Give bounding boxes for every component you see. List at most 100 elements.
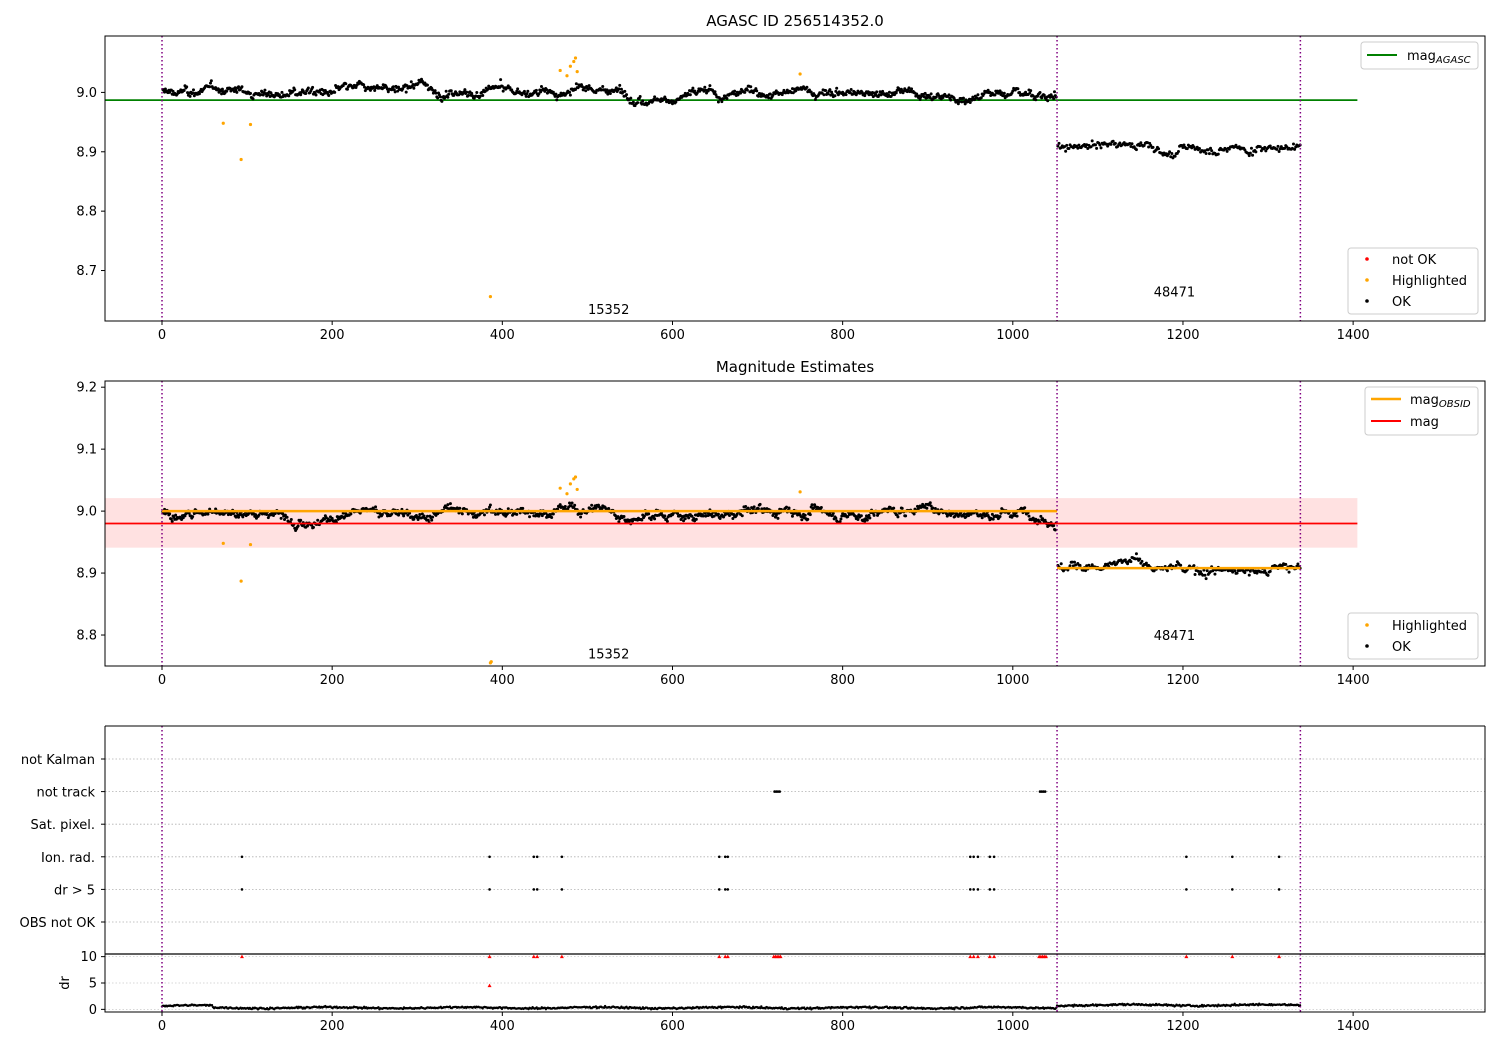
ok-point xyxy=(1170,151,1174,155)
ok-point xyxy=(568,90,572,94)
ok-point xyxy=(881,89,885,93)
panel3-dr-x-tick-label: 1400 xyxy=(1337,1019,1370,1034)
ok-point xyxy=(418,512,422,516)
ok-point xyxy=(665,517,669,521)
panel1-legend-lines: magAGASC xyxy=(1360,41,1479,70)
ok-point xyxy=(436,96,440,100)
ok-point xyxy=(1029,89,1033,93)
ok-point xyxy=(587,84,591,88)
ok-point xyxy=(380,512,384,516)
panel2-x-tick-label: 1400 xyxy=(1337,673,1370,688)
ok-point xyxy=(206,512,210,516)
ok-point xyxy=(373,89,377,93)
ok-point xyxy=(524,94,528,98)
highlighted-point xyxy=(558,68,562,73)
ok-point xyxy=(1018,91,1022,95)
panel3-dr-x-tick-label: 200 xyxy=(320,1019,345,1034)
ok-point xyxy=(220,87,224,91)
ok-point xyxy=(754,87,758,91)
ok-point xyxy=(957,100,961,104)
ok-point xyxy=(953,514,957,518)
ok-point xyxy=(928,501,932,505)
ok-point xyxy=(629,96,633,100)
ok-point xyxy=(838,520,842,524)
ok-point xyxy=(316,518,320,522)
panel2-y-tick-label: 8.9 xyxy=(76,567,97,582)
panel2-x-tick-label: 1000 xyxy=(996,673,1029,688)
flag-point xyxy=(976,855,980,859)
ok-point xyxy=(393,90,397,94)
ok-point xyxy=(1207,152,1211,156)
ok-point xyxy=(1210,149,1214,153)
ok-point xyxy=(386,90,390,94)
ok-point xyxy=(694,517,698,521)
highlighted-point xyxy=(798,72,802,76)
ok-point xyxy=(526,89,530,93)
ok-point xyxy=(961,96,965,100)
ok-point xyxy=(377,515,381,519)
ok-point xyxy=(446,503,450,507)
ok-point xyxy=(701,514,705,518)
ok-point xyxy=(1192,145,1196,149)
ok-point xyxy=(1259,570,1263,574)
ok-point xyxy=(1263,145,1267,149)
ok-point xyxy=(525,92,529,96)
ok-point xyxy=(251,97,255,101)
ok-point xyxy=(1173,154,1177,158)
flag-point xyxy=(726,855,730,859)
ok-point xyxy=(714,93,718,97)
ok-point xyxy=(505,512,509,516)
panel2-y-tick-label: 9.0 xyxy=(76,505,97,520)
panel1-y-tick-label: 9.0 xyxy=(76,86,97,101)
ok-point xyxy=(280,90,284,94)
legend-not-ok-label: not OK xyxy=(1392,253,1437,268)
flag-point xyxy=(1185,855,1188,859)
dr-point xyxy=(377,1006,380,1009)
ok-point xyxy=(237,515,241,519)
ok-point xyxy=(725,97,729,101)
ok-point xyxy=(1072,560,1076,564)
ok-point xyxy=(722,97,726,101)
ok-point xyxy=(214,507,218,511)
ok-point xyxy=(616,515,620,519)
flag-point xyxy=(992,888,996,891)
ok-point xyxy=(430,518,434,522)
ok-point xyxy=(636,101,640,105)
ok-point xyxy=(787,506,791,510)
ok-point xyxy=(848,90,852,94)
dr-clipped-point xyxy=(778,954,783,959)
ok-point xyxy=(1182,143,1186,147)
ok-point xyxy=(556,507,560,511)
ok-point xyxy=(573,503,577,507)
flag-point xyxy=(532,888,536,891)
ok-point xyxy=(558,503,562,507)
ok-point xyxy=(336,85,340,89)
ok-point xyxy=(617,520,621,524)
figure-title: AGASC ID 256514352.0 xyxy=(706,12,884,30)
ok-point xyxy=(1000,91,1004,95)
flag-point xyxy=(1231,888,1234,891)
panel1-y-tick-label: 8.7 xyxy=(76,264,97,279)
ok-point xyxy=(683,517,687,521)
obsid-label: 15352 xyxy=(588,648,629,663)
ok-point xyxy=(402,514,406,518)
dr-axis-label: dr xyxy=(58,976,73,990)
ok-point xyxy=(1119,558,1123,562)
ok-point xyxy=(756,507,760,511)
ok-point xyxy=(408,511,412,515)
ok-point xyxy=(1134,552,1138,556)
ok-point xyxy=(929,504,933,508)
ok-point xyxy=(1063,145,1067,149)
ok-point xyxy=(480,90,484,94)
ok-point xyxy=(192,94,196,98)
ok-point xyxy=(574,82,578,86)
ok-point xyxy=(1268,569,1272,573)
ok-point xyxy=(515,512,519,516)
ok-point xyxy=(690,514,694,518)
ok-point xyxy=(896,515,900,519)
ok-point xyxy=(991,517,995,521)
ok-point xyxy=(947,93,951,97)
ok-point xyxy=(1263,569,1267,573)
ok-point xyxy=(1099,146,1103,150)
ok-point xyxy=(1249,146,1253,150)
